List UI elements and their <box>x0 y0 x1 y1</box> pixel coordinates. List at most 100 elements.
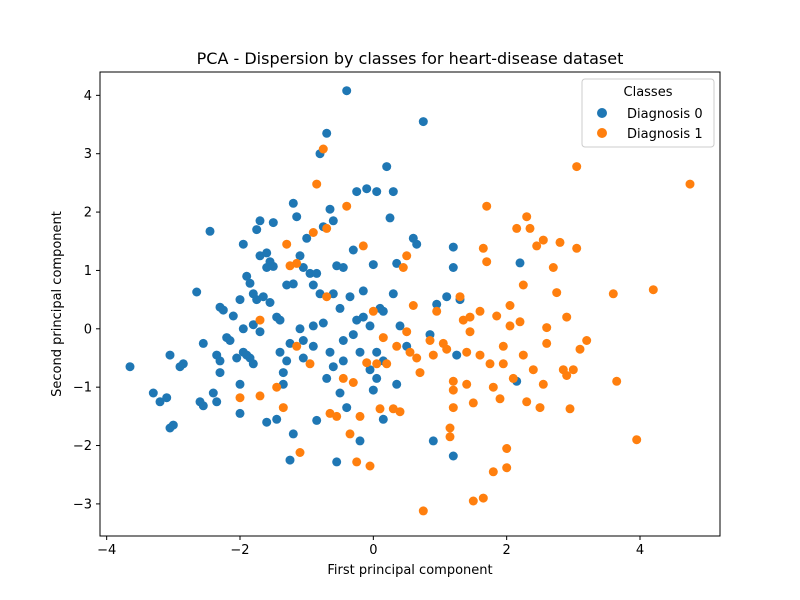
data-point-diagnosis-0 <box>338 336 348 345</box>
data-point-diagnosis-0 <box>212 397 222 407</box>
x-tick-label: 4 <box>636 543 644 558</box>
data-point-diagnosis-0 <box>268 261 278 271</box>
data-point-diagnosis-0 <box>305 268 315 278</box>
data-point-diagnosis-0 <box>365 321 375 331</box>
data-point-diagnosis-1 <box>685 179 695 189</box>
data-point-diagnosis-0 <box>228 311 238 321</box>
data-point-diagnosis-0 <box>362 184 372 194</box>
data-point-diagnosis-0 <box>442 292 452 302</box>
data-point-diagnosis-0 <box>235 408 245 418</box>
data-point-diagnosis-0 <box>372 187 382 197</box>
data-point-diagnosis-0 <box>245 278 255 288</box>
data-point-diagnosis-0 <box>378 306 388 316</box>
data-point-diagnosis-0 <box>372 373 382 383</box>
data-point-diagnosis-1 <box>522 212 532 222</box>
data-point-diagnosis-1 <box>488 467 498 477</box>
data-point-diagnosis-1 <box>508 373 518 383</box>
data-point-diagnosis-0 <box>275 347 285 357</box>
data-point-diagnosis-1 <box>312 179 322 189</box>
data-point-diagnosis-0 <box>452 350 462 360</box>
data-point-diagnosis-0 <box>328 362 338 372</box>
y-tick-label: 2 <box>84 206 92 221</box>
data-point-diagnosis-0 <box>265 298 275 307</box>
data-point-diagnosis-0 <box>388 187 398 197</box>
data-point-diagnosis-1 <box>332 411 342 421</box>
x-axis-label: First principal component <box>327 563 492 578</box>
data-point-diagnosis-1 <box>425 336 435 345</box>
data-point-diagnosis-0 <box>275 315 285 325</box>
data-point-diagnosis-1 <box>295 448 305 457</box>
data-point-diagnosis-0 <box>312 268 322 278</box>
x-tick-label: 0 <box>369 543 377 558</box>
data-point-diagnosis-1 <box>402 327 412 337</box>
data-point-diagnosis-1 <box>515 317 525 327</box>
data-point-diagnosis-1 <box>462 347 472 357</box>
data-point-diagnosis-1 <box>498 359 508 369</box>
data-point-diagnosis-0 <box>288 429 298 439</box>
data-point-diagnosis-1 <box>382 359 392 369</box>
x-tick-label: 2 <box>503 543 511 558</box>
data-point-diagnosis-1 <box>325 408 335 418</box>
data-point-diagnosis-0 <box>392 379 402 389</box>
data-point-diagnosis-1 <box>318 144 328 154</box>
x-tick-label: −4 <box>97 543 116 558</box>
data-point-diagnosis-1 <box>478 493 488 503</box>
data-point-diagnosis-1 <box>458 315 468 325</box>
y-axis-label: Second principal component <box>50 211 65 397</box>
data-point-diagnosis-0 <box>412 239 422 249</box>
data-point-diagnosis-1 <box>518 350 528 360</box>
data-point-diagnosis-0 <box>235 295 245 305</box>
data-point-diagnosis-1 <box>575 344 585 354</box>
data-point-diagnosis-0 <box>268 218 278 228</box>
data-point-diagnosis-0 <box>308 321 318 331</box>
data-point-diagnosis-0 <box>515 258 525 268</box>
data-point-diagnosis-1 <box>415 368 425 378</box>
data-point-diagnosis-1 <box>465 312 475 322</box>
data-point-diagnosis-0 <box>392 258 402 268</box>
data-point-diagnosis-1 <box>475 350 485 360</box>
data-point-diagnosis-0 <box>318 318 328 328</box>
data-point-diagnosis-1 <box>355 411 365 421</box>
data-point-diagnosis-1 <box>538 235 548 245</box>
data-point-diagnosis-0 <box>288 198 298 208</box>
data-point-diagnosis-1 <box>612 376 622 386</box>
data-point-diagnosis-1 <box>345 429 355 439</box>
data-point-diagnosis-1 <box>365 461 375 471</box>
data-point-diagnosis-0 <box>238 239 248 249</box>
data-point-diagnosis-1 <box>305 359 315 369</box>
data-point-diagnosis-0 <box>332 457 342 467</box>
data-point-diagnosis-0 <box>308 280 318 290</box>
data-point-diagnosis-1 <box>342 201 352 211</box>
data-point-diagnosis-1 <box>412 353 422 363</box>
data-point-diagnosis-0 <box>342 403 352 413</box>
data-point-diagnosis-0 <box>248 359 258 369</box>
data-point-diagnosis-1 <box>338 373 348 383</box>
data-point-diagnosis-1 <box>378 333 388 343</box>
data-point-diagnosis-1 <box>448 376 458 386</box>
data-point-diagnosis-0 <box>352 315 362 325</box>
data-point-diagnosis-1 <box>502 444 512 453</box>
data-point-diagnosis-0 <box>148 388 158 398</box>
data-point-diagnosis-1 <box>632 435 642 445</box>
data-point-diagnosis-0 <box>328 216 338 226</box>
data-point-diagnosis-0 <box>432 299 442 309</box>
data-point-diagnosis-0 <box>155 397 165 407</box>
data-point-diagnosis-1 <box>292 258 302 268</box>
data-point-diagnosis-0 <box>288 279 298 289</box>
data-point-diagnosis-0 <box>232 353 242 363</box>
data-point-diagnosis-0 <box>322 128 332 138</box>
legend-marker-diagnosis-1 <box>597 128 607 138</box>
data-point-diagnosis-1 <box>255 315 265 325</box>
data-point-diagnosis-1 <box>505 301 515 310</box>
data-point-diagnosis-0 <box>282 356 292 366</box>
data-point-diagnosis-1 <box>572 162 582 172</box>
data-point-diagnosis-0 <box>325 347 335 357</box>
y-tick-label: −2 <box>73 439 92 454</box>
legend-label-diagnosis-0: Diagnosis 0 <box>627 107 703 122</box>
data-point-diagnosis-1 <box>348 378 358 387</box>
data-point-diagnosis-1 <box>445 423 455 433</box>
data-point-diagnosis-1 <box>405 347 415 357</box>
data-point-diagnosis-0 <box>298 263 308 272</box>
legend-marker-diagnosis-0 <box>597 108 607 118</box>
